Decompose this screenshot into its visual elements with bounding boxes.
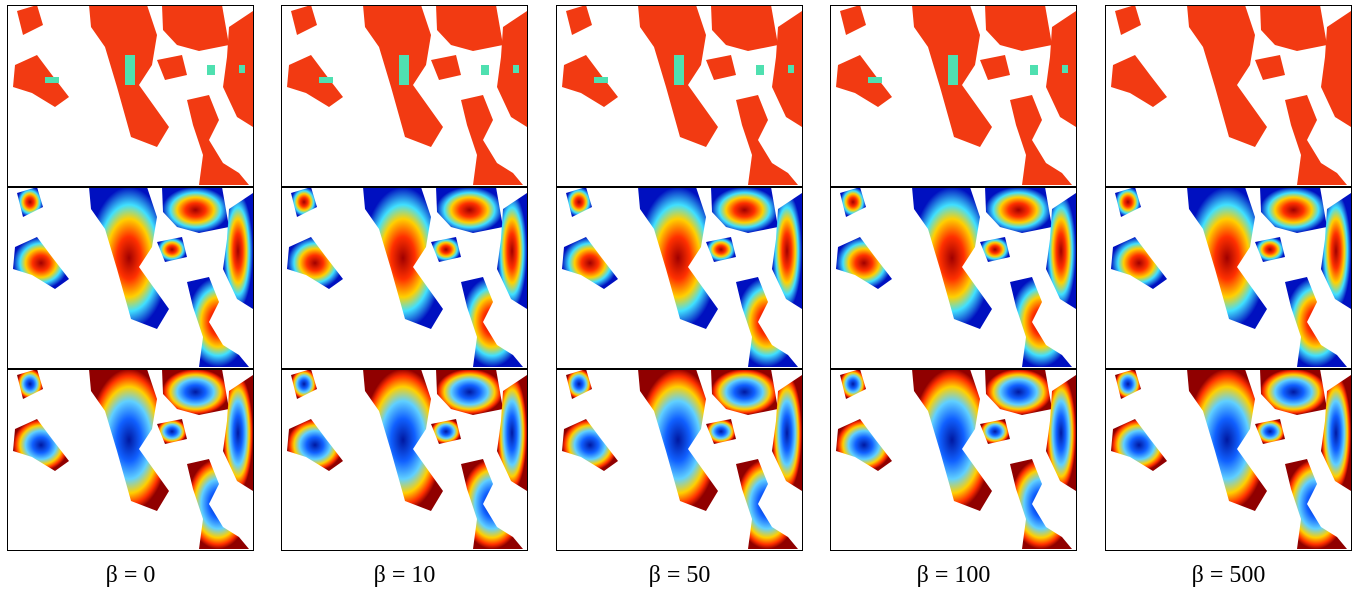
panel-images bbox=[1105, 5, 1352, 551]
region bbox=[1030, 65, 1038, 75]
panel-images bbox=[830, 5, 1077, 551]
region bbox=[239, 65, 245, 73]
caption: β = 500 bbox=[1191, 562, 1266, 588]
panel-frame bbox=[7, 5, 254, 187]
panel-frame bbox=[830, 369, 1077, 551]
image-panel bbox=[830, 187, 1077, 369]
region bbox=[399, 55, 409, 85]
caption: β = 0 bbox=[105, 562, 156, 588]
image-panel bbox=[7, 369, 254, 551]
region bbox=[207, 65, 215, 75]
image-panel bbox=[556, 187, 803, 369]
image-panel bbox=[556, 5, 803, 187]
region bbox=[125, 55, 135, 85]
panel-frame bbox=[281, 187, 528, 369]
image-panel bbox=[1105, 187, 1352, 369]
caption: β = 100 bbox=[916, 562, 991, 588]
image-panel bbox=[1105, 5, 1352, 187]
region bbox=[594, 77, 608, 83]
region bbox=[788, 65, 794, 73]
panel-column bbox=[830, 5, 1077, 552]
panel-frame bbox=[7, 369, 254, 551]
panel-frame bbox=[1105, 369, 1352, 551]
panel-frame bbox=[830, 5, 1077, 187]
image-panel bbox=[7, 187, 254, 369]
panel-column bbox=[1105, 5, 1352, 552]
panel-column bbox=[556, 5, 803, 552]
region bbox=[948, 55, 958, 85]
image-panel bbox=[830, 5, 1077, 187]
caption: β = 50 bbox=[648, 562, 711, 588]
image-panel bbox=[281, 187, 528, 369]
caption: β = 10 bbox=[373, 562, 436, 588]
region bbox=[868, 77, 882, 83]
region bbox=[513, 65, 519, 73]
image-panel bbox=[556, 369, 803, 551]
panel-frame bbox=[556, 5, 803, 187]
region bbox=[45, 77, 59, 83]
panel-column bbox=[7, 5, 254, 552]
region bbox=[756, 65, 764, 75]
panel-images bbox=[281, 5, 528, 551]
panel-frame bbox=[556, 369, 803, 551]
panel-images bbox=[7, 5, 254, 551]
panel-frame bbox=[7, 187, 254, 369]
image-panel bbox=[1105, 369, 1352, 551]
panel-frame bbox=[1105, 187, 1352, 369]
panel-frame bbox=[830, 187, 1077, 369]
panel-images bbox=[556, 5, 803, 551]
region bbox=[1062, 65, 1068, 73]
panel-frame bbox=[281, 5, 528, 187]
panel-frame bbox=[1105, 5, 1352, 187]
image-panel bbox=[281, 5, 528, 187]
image-panel bbox=[281, 369, 528, 551]
region bbox=[481, 65, 489, 75]
panel-frame bbox=[281, 369, 528, 551]
image-panel bbox=[7, 5, 254, 187]
panel-column bbox=[281, 5, 528, 552]
image-panel bbox=[830, 369, 1077, 551]
region bbox=[319, 77, 333, 83]
region bbox=[674, 55, 684, 85]
panel-frame bbox=[556, 187, 803, 369]
